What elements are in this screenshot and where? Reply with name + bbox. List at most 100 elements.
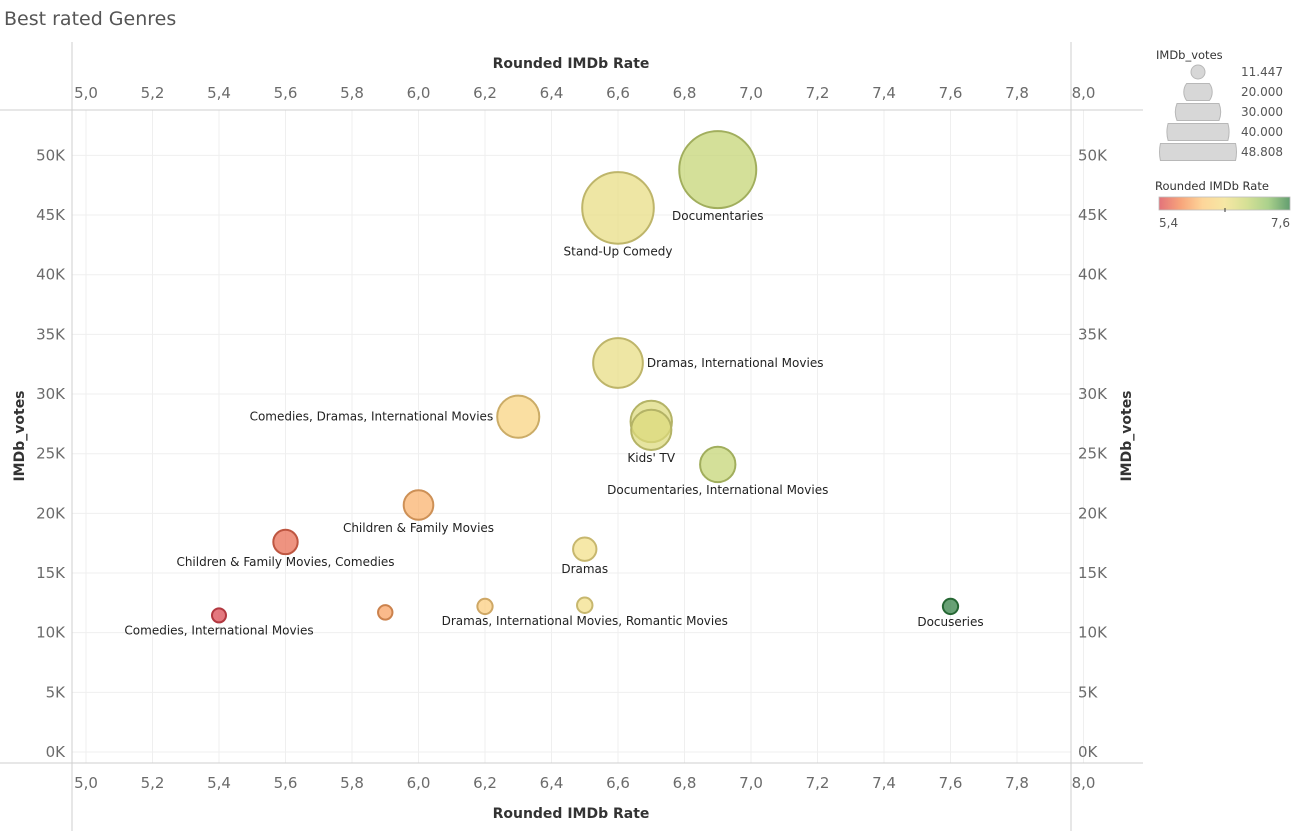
bubble[interactable] <box>211 607 227 624</box>
x-tick-label-top: 7,4 <box>872 84 896 102</box>
x-tick-label-top: 6,6 <box>606 84 630 102</box>
point-labels: Documentaries Stand-Up Comedy Dramas, Inte… <box>124 209 983 637</box>
point-label: Documentaries <box>672 209 763 223</box>
x-tick-label-bottom: 7,2 <box>806 774 830 792</box>
y-tick-label-left: 40K <box>36 266 66 284</box>
x-tick-label-bottom: 7,6 <box>939 774 963 792</box>
bubbles <box>211 130 960 624</box>
grid-lines <box>72 110 1084 763</box>
point-label: Dramas, International Movies <box>647 356 824 370</box>
x-tick-label-bottom: 5,6 <box>274 774 298 792</box>
point-label: Children & Family Movies <box>343 521 494 535</box>
x-tick-label-bottom: 6,2 <box>473 774 497 792</box>
color-legend-min: 5,4 <box>1159 216 1178 230</box>
y-tick-label-right: 10K <box>1078 624 1108 642</box>
bubble[interactable] <box>272 528 299 556</box>
bubble[interactable] <box>941 597 960 616</box>
y-tick-label-left: 15K <box>36 564 66 582</box>
bubble[interactable] <box>699 445 737 484</box>
y-axis-left: 0K 5K 10K 15K 20K 25K 30K 35K 40K 45K 50K <box>36 146 66 761</box>
x-tick-label-top: 8,0 <box>1072 84 1096 102</box>
x-tick-label-top: 5,2 <box>141 84 165 102</box>
y-tick-label-right: 15K <box>1078 564 1108 582</box>
x-tick-label-top: 5,8 <box>340 84 364 102</box>
size-legend-label: 48.808 <box>1241 145 1283 159</box>
y-tick-label-right: 20K <box>1078 504 1108 522</box>
point-label: Docuseries <box>917 615 983 629</box>
size-legend-label: 40.000 <box>1241 125 1283 139</box>
x-tick-label-bottom: 5,8 <box>340 774 364 792</box>
point-label: Stand-Up Comedy <box>564 245 673 259</box>
x-tick-label-bottom: 7,4 <box>872 774 896 792</box>
bubble[interactable] <box>630 408 673 451</box>
size-legend-swatch <box>1174 103 1222 121</box>
bubble[interactable] <box>572 536 598 562</box>
point-label: Comedies, Dramas, International Movies <box>250 410 494 424</box>
size-legend-swatch <box>1190 64 1206 80</box>
y-tick-label-right: 25K <box>1078 445 1108 463</box>
point-label: Dramas <box>561 562 608 576</box>
color-legend-max: 7,6 <box>1271 216 1290 230</box>
bubble[interactable] <box>476 597 494 616</box>
size-legend: IMDb_votes 11.447 20.000 30.000 40.000 48.80… <box>1156 48 1283 161</box>
color-legend-title: Rounded IMDb Rate <box>1155 179 1269 193</box>
y-tick-label-left: 20K <box>36 504 66 522</box>
x-tick-label-bottom: 5,4 <box>207 774 231 792</box>
bubble[interactable] <box>592 337 644 389</box>
x-tick-label-top: 5,6 <box>274 84 298 102</box>
y-axis-right: 0K 5K 10K 15K 20K 25K 30K 35K 40K 45K 50K <box>1078 146 1108 761</box>
y-tick-label-right: 35K <box>1078 325 1108 343</box>
point-label: Documentaries, International Movies <box>607 483 828 497</box>
point-label: Kids' TV <box>627 451 676 465</box>
y-tick-label-left: 0K <box>46 743 67 761</box>
size-legend-label: 30.000 <box>1241 105 1283 119</box>
page-title: Best rated Genres <box>4 8 177 30</box>
x-tick-label-bottom: 5,0 <box>74 774 98 792</box>
y-tick-label-left: 25K <box>36 445 66 463</box>
point-label: Children & Family Movies, Comedies <box>176 555 394 569</box>
x-axis-top: 5,0 5,2 5,4 5,6 5,8 6,0 6,2 6,4 6,6 6,8 7,0 7,2 7,4 7… <box>74 84 1095 102</box>
x-tick-label-top: 7,8 <box>1005 84 1029 102</box>
x-axis-bottom: 5,0 5,2 5,4 5,6 5,8 6,0 6,2 6,4 6,6 6,8 7,0 7,2 7,4 7… <box>74 774 1095 792</box>
bubble[interactable] <box>678 130 758 210</box>
plot-frame <box>0 42 1143 831</box>
bubble[interactable] <box>496 394 541 439</box>
y-tick-label-right: 40K <box>1078 266 1108 284</box>
y-axis-title-left: IMDb_votes <box>12 390 28 481</box>
bubble[interactable] <box>402 489 435 521</box>
x-tick-label-bottom: 5,2 <box>141 774 165 792</box>
y-tick-label-right: 5K <box>1078 683 1099 701</box>
point-label: Comedies, International Movies <box>124 623 313 637</box>
y-tick-label-left: 35K <box>36 325 66 343</box>
y-axis-title-right: IMDb_votes <box>1119 390 1135 481</box>
y-tick-label-left: 50K <box>36 146 66 164</box>
x-axis-title-top: Rounded IMDb Rate <box>493 56 650 72</box>
x-tick-label-bottom: 6,0 <box>407 774 431 792</box>
x-tick-label-top: 6,8 <box>673 84 697 102</box>
y-tick-label-left: 45K <box>36 206 66 224</box>
bubble[interactable] <box>576 596 594 614</box>
x-tick-label-top: 7,2 <box>806 84 830 102</box>
bubble[interactable] <box>581 171 655 245</box>
x-axis-title-bottom: Rounded IMDb Rate <box>493 806 650 822</box>
x-tick-label-top: 6,2 <box>473 84 497 102</box>
y-tick-label-right: 0K <box>1078 743 1099 761</box>
size-legend-label: 20.000 <box>1241 85 1283 99</box>
y-tick-label-right: 50K <box>1078 146 1108 164</box>
point-label: Dramas, International Movies, Romantic M… <box>442 614 728 628</box>
size-legend-label: 11.447 <box>1241 65 1283 79</box>
x-tick-label-bottom: 7,0 <box>739 774 763 792</box>
y-tick-label-right: 45K <box>1078 206 1108 224</box>
x-tick-label-top: 6,4 <box>540 84 564 102</box>
x-tick-label-top: 5,0 <box>74 84 98 102</box>
bubble[interactable] <box>377 604 394 621</box>
x-tick-label-bottom: 7,8 <box>1005 774 1029 792</box>
size-legend-swatch <box>1159 143 1237 161</box>
x-tick-label-top: 7,6 <box>939 84 963 102</box>
x-tick-label-bottom: 6,6 <box>606 774 630 792</box>
x-tick-label-bottom: 6,4 <box>540 774 564 792</box>
y-tick-label-left: 30K <box>36 385 66 403</box>
y-tick-label-left: 5K <box>46 683 67 701</box>
y-tick-label-left: 10K <box>36 624 66 642</box>
